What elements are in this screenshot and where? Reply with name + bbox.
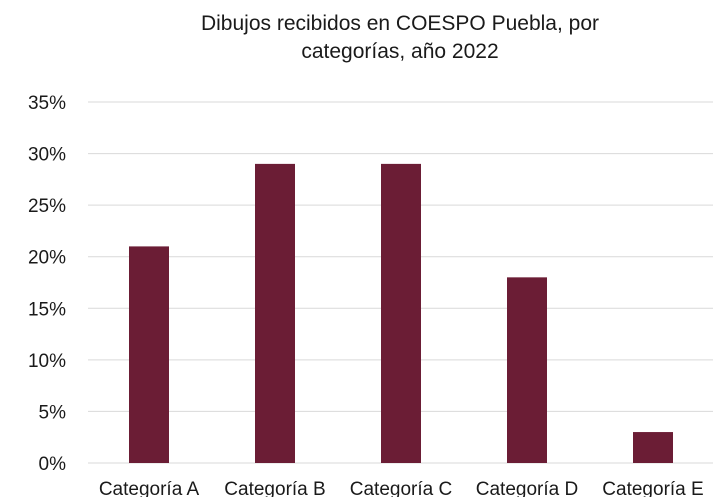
y-tick-label: 25% <box>28 196 66 217</box>
bar <box>507 277 547 463</box>
chart-title-line-2: categorías, año 2022 <box>301 40 499 63</box>
bar <box>129 246 169 463</box>
y-tick-label: 35% <box>28 93 66 114</box>
y-tick-label: 20% <box>28 248 66 269</box>
x-tick-label: Categoría A <box>99 479 200 497</box>
x-tick-label: Categoría C <box>350 479 452 497</box>
chart-title: Dibujos recibidos en COESPO Puebla, por … <box>0 10 713 66</box>
x-tick-label: Categoría B <box>224 479 325 497</box>
y-tick-label: 30% <box>28 145 66 166</box>
bar <box>381 163 421 463</box>
y-tick-label: 15% <box>28 299 66 320</box>
bar <box>633 432 673 463</box>
y-tick-label: 10% <box>28 351 66 372</box>
y-tick-label: 0% <box>39 454 67 475</box>
bar <box>255 163 295 463</box>
y-tick-label: 5% <box>39 402 67 423</box>
x-tick-label: Categoría E <box>602 479 703 497</box>
chart-title-line-1: Dibujos recibidos en COESPO Puebla, por <box>200 12 600 35</box>
x-tick-label: Categoría D <box>476 479 578 497</box>
